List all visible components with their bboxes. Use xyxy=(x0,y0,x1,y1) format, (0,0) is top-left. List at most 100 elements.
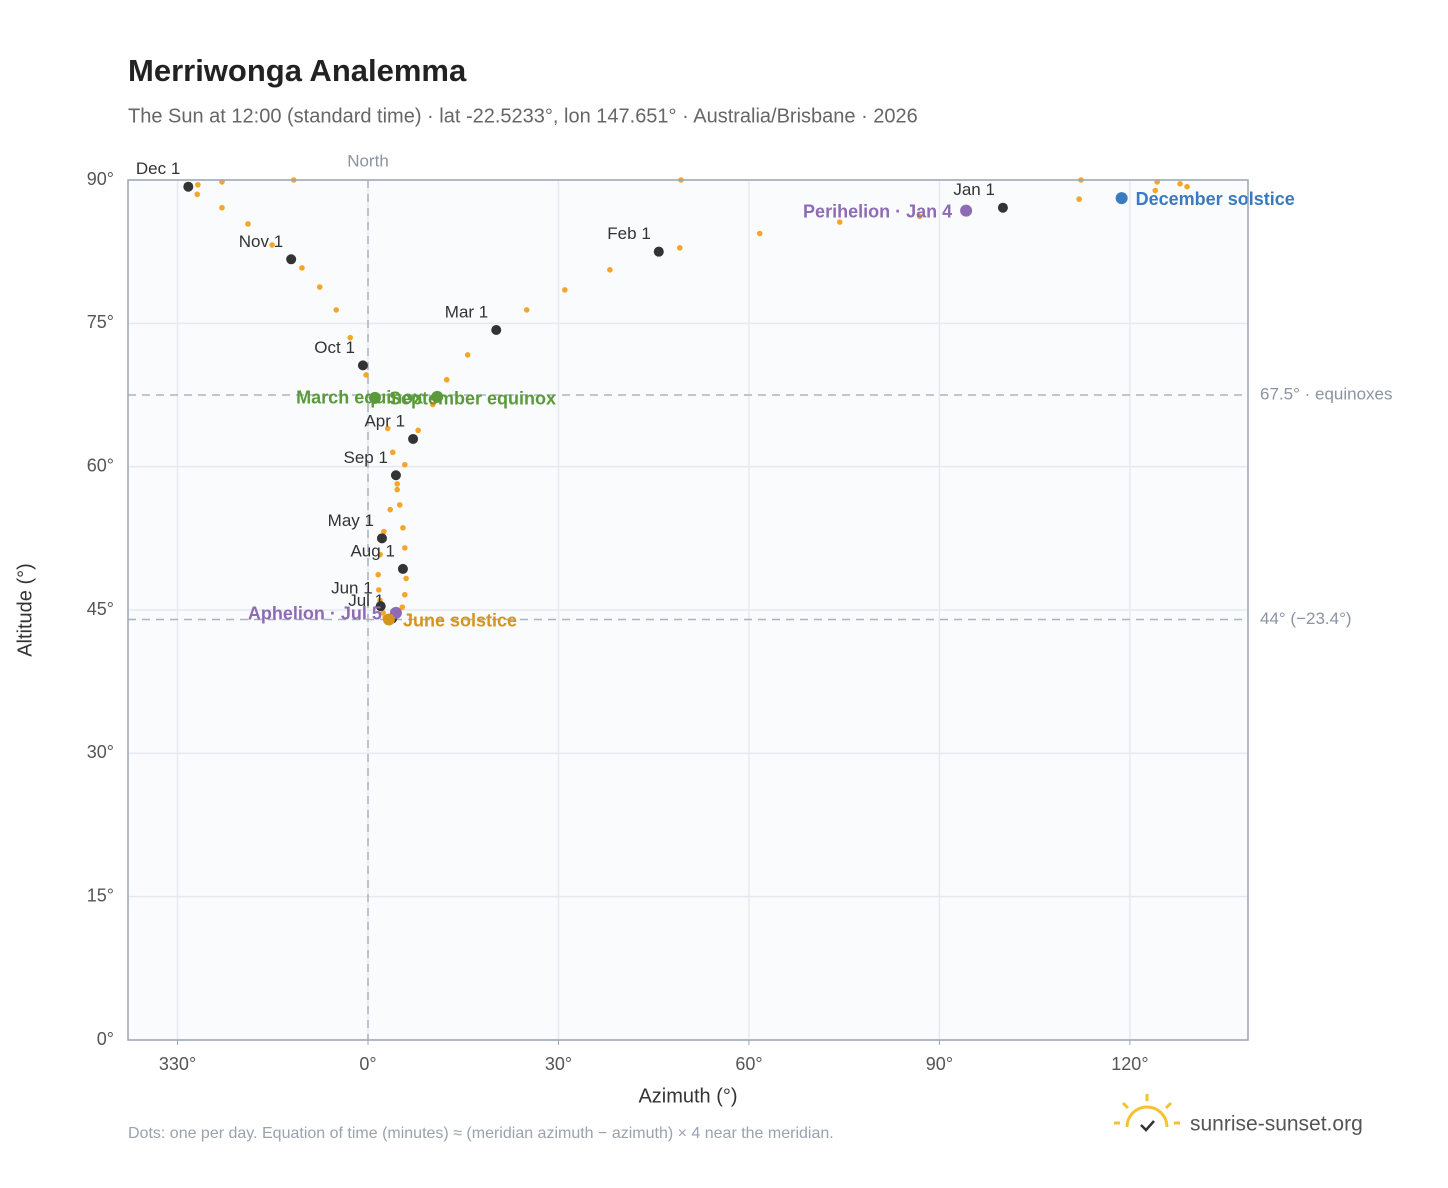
daily-dot xyxy=(394,486,401,493)
y-tick-label: 90° xyxy=(87,169,114,189)
daily-dot xyxy=(523,307,530,313)
month-marker xyxy=(397,563,408,574)
event-label: June solstice xyxy=(403,610,517,630)
event-label: March equinox xyxy=(296,388,423,408)
daily-dot xyxy=(403,575,409,582)
daily-dot xyxy=(562,287,568,293)
daily-dot xyxy=(402,461,408,468)
y-tick-label: 45° xyxy=(87,599,114,619)
month-label: Nov 1 xyxy=(239,232,283,251)
x-tick-label: 120° xyxy=(1111,1054,1148,1074)
month-label: Jul 1 xyxy=(348,591,384,610)
month-label: Aug 1 xyxy=(350,541,394,560)
chart-subtitle: The Sun at 12:00 (standard time) · lat -… xyxy=(128,105,918,127)
daily-dot xyxy=(1152,187,1159,194)
footnote: Dots: one per day. Equation of time (min… xyxy=(128,1125,834,1142)
month-label: Dec 1 xyxy=(136,159,180,178)
daily-dot xyxy=(384,425,391,432)
event-marker xyxy=(1115,192,1128,205)
event-label: December solstice xyxy=(1136,189,1295,209)
reference-label: 44° (−23.4°) xyxy=(1260,609,1352,628)
daily-dot xyxy=(347,334,354,341)
daily-dot xyxy=(269,242,275,248)
daily-dot xyxy=(756,230,763,237)
month-marker xyxy=(376,533,387,544)
month-label: May 1 xyxy=(328,511,374,530)
x-tick-label: 60° xyxy=(735,1054,762,1074)
event-marker xyxy=(431,390,444,403)
month-marker xyxy=(375,601,386,612)
chart-title: Merriwonga Analemma xyxy=(128,53,467,88)
reference-lines xyxy=(128,180,1248,1040)
daily-dot xyxy=(219,204,225,211)
event-marker xyxy=(368,391,381,404)
daily-dot xyxy=(676,245,683,251)
month-marker xyxy=(183,181,194,192)
daily-dot xyxy=(377,551,383,558)
daily-dot xyxy=(1177,181,1183,187)
month-label: Feb 1 xyxy=(607,224,650,243)
y-tick-label: 15° xyxy=(87,885,114,905)
event-marker xyxy=(382,613,395,626)
daily-dot xyxy=(245,221,251,227)
daily-dot xyxy=(400,525,406,531)
daily-dot xyxy=(464,352,471,358)
daily-dot xyxy=(836,219,843,225)
daily-dot xyxy=(429,401,436,408)
plot-border xyxy=(127,179,1249,1041)
daily-dot xyxy=(299,265,305,271)
daily-dot xyxy=(415,427,421,434)
north-label: North xyxy=(347,151,389,170)
brand-logo xyxy=(1114,1094,1180,1132)
daily-dot xyxy=(375,587,382,593)
y-tick-label: 60° xyxy=(87,455,114,475)
daily-dot xyxy=(387,506,394,513)
daily-dot xyxy=(1184,183,1190,190)
month-label: Mar 1 xyxy=(445,303,488,322)
x-tick-label: 0° xyxy=(359,1054,376,1074)
x-tick-label: 30° xyxy=(545,1054,572,1074)
brand-text: sunrise-sunset.org xyxy=(1190,1113,1363,1136)
reference-label: 67.5° · equinoxes xyxy=(1260,384,1393,403)
daily-dot xyxy=(1076,196,1082,202)
month-marker xyxy=(491,325,502,336)
daily-dot xyxy=(380,610,387,616)
month-label: Oct 1 xyxy=(314,338,355,357)
y-tick-label: 75° xyxy=(87,312,114,332)
event-label: Perihelion · Jan 4 xyxy=(803,201,952,221)
x-axis-title: Azimuth (°) xyxy=(638,1085,737,1107)
daily-dot xyxy=(443,376,450,383)
daily-dot xyxy=(402,545,408,551)
month-marker xyxy=(653,246,664,257)
daily-dot xyxy=(195,181,201,188)
month-marker xyxy=(357,360,368,371)
month-label: Jun 1 xyxy=(331,579,373,598)
month-marker xyxy=(286,254,297,265)
daily-dot xyxy=(607,267,613,273)
x-tick-label: 330° xyxy=(159,1054,196,1074)
month-marker xyxy=(997,202,1008,213)
daily-dot xyxy=(399,604,406,610)
daily-dot xyxy=(316,284,323,290)
month-label: Sep 1 xyxy=(343,448,387,467)
y-tick-label: 30° xyxy=(87,742,114,762)
month-label: Apr 1 xyxy=(364,411,405,430)
event-marker xyxy=(960,204,973,217)
x-tick-label: 90° xyxy=(926,1054,953,1074)
month-label: Jan 1 xyxy=(953,180,995,199)
y-axis-title: Altitude (°) xyxy=(14,563,36,657)
daily-dot xyxy=(396,502,403,508)
daily-dot xyxy=(194,191,201,198)
month-marker xyxy=(408,433,419,444)
month-marker xyxy=(390,470,401,481)
daily-dot xyxy=(394,481,401,487)
daily-dot xyxy=(375,571,381,578)
daily-dot xyxy=(402,591,408,598)
daily-dot xyxy=(333,307,340,313)
event-label: September equinox xyxy=(389,389,556,409)
event-label: Aphelion · Jul 5 xyxy=(248,604,382,624)
y-tick-label: 0° xyxy=(97,1029,114,1049)
daily-dot xyxy=(363,372,369,378)
